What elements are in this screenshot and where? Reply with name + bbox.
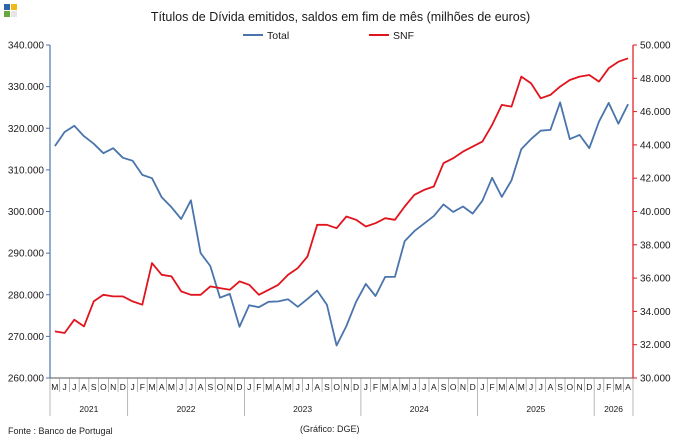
month-label: N [110,382,116,392]
year-label: 2026 [604,404,623,414]
month-label: A [198,382,204,392]
month-label: O [100,382,107,392]
month-label: M [518,382,525,392]
right-tick-label: 46.000 [640,107,671,118]
right-tick-label: 36.000 [640,274,671,285]
year-label: 2025 [526,404,545,414]
month-label: O [333,382,340,392]
month-label: J [305,382,309,392]
left-tick-label: 320.000 [8,124,45,135]
month-label: J [296,382,300,392]
month-label: O [450,382,457,392]
source-note: Fonte : Banco de Portugal [8,426,113,436]
month-label: D [353,382,359,392]
month-label: N [343,382,349,392]
month-label: A [431,382,437,392]
chart-credit: (Gráfico: DGE) [300,424,360,434]
month-label: S [91,382,97,392]
month-label: M [498,382,505,392]
month-label: J [62,382,66,392]
month-label: J [247,382,251,392]
right-tick-label: 30.000 [640,374,671,385]
month-label: N [460,382,466,392]
month-label: F [373,382,378,392]
month-label: M [168,382,175,392]
month-label: A [625,382,631,392]
banco-logo [4,4,18,18]
month-label: M [265,382,272,392]
year-label: 2023 [293,404,312,414]
month-label: S [324,382,330,392]
month-label: J [72,382,76,392]
month-label: S [441,382,447,392]
month-label: J [539,382,543,392]
month-label: J [529,382,533,392]
right-tick-label: 38.000 [640,240,671,251]
month-label: S [207,382,213,392]
right-tick-label: 48.000 [640,74,671,85]
month-label: J [179,382,183,392]
month-label: J [130,382,134,392]
month-label: M [51,382,58,392]
right-tick-label: 40.000 [640,207,671,218]
right-tick-label: 42.000 [640,174,671,185]
month-label: O [567,382,574,392]
month-label: M [401,382,408,392]
right-tick-label: 32.000 [640,340,671,351]
left-tick-label: 310.000 [8,165,45,176]
year-label: 2022 [177,404,196,414]
month-label: D [586,382,592,392]
left-tick-label: 270.000 [8,332,45,343]
series-line-total [54,101,629,347]
month-label: D [470,382,476,392]
month-label: F [490,382,495,392]
month-label: F [140,382,145,392]
month-label: M [382,382,389,392]
right-tick-label: 44.000 [640,140,671,151]
month-label: D [120,382,126,392]
month-label: M [148,382,155,392]
month-label: A [81,382,87,392]
month-label: M [285,382,292,392]
month-label: S [557,382,563,392]
year-label: 2024 [410,404,429,414]
month-label: F [256,382,261,392]
month-label: O [217,382,224,392]
month-label: J [422,382,426,392]
legend-label-snf: SNF [393,30,414,42]
left-tick-label: 330.000 [8,82,45,93]
month-label: N [576,382,582,392]
month-label: A [548,382,554,392]
chart-title: Títulos de Dívida emitidos, saldos em fi… [150,10,531,24]
right-tick-label: 50.000 [640,41,671,52]
month-label: A [276,382,282,392]
series-line-snf [54,57,629,334]
month-label: D [236,382,242,392]
month-label: N [227,382,233,392]
month-label: A [509,382,515,392]
left-tick-label: 260.000 [8,374,45,385]
left-tick-label: 300.000 [8,207,45,218]
month-label: J [480,382,484,392]
month-label: J [189,382,193,392]
month-label: F [606,382,611,392]
left-tick-label: 280.000 [8,290,45,301]
month-label: M [615,382,622,392]
right-tick-label: 34.000 [640,307,671,318]
month-label: A [159,382,165,392]
month-label: A [314,382,320,392]
month-label: J [412,382,416,392]
month-label: A [392,382,398,392]
month-label: J [597,382,601,392]
month-label: J [364,382,368,392]
year-label: 2021 [79,404,98,414]
left-tick-label: 290.000 [8,249,45,260]
left-tick-label: 340.000 [8,41,45,52]
legend-label-total: Total [267,30,289,42]
